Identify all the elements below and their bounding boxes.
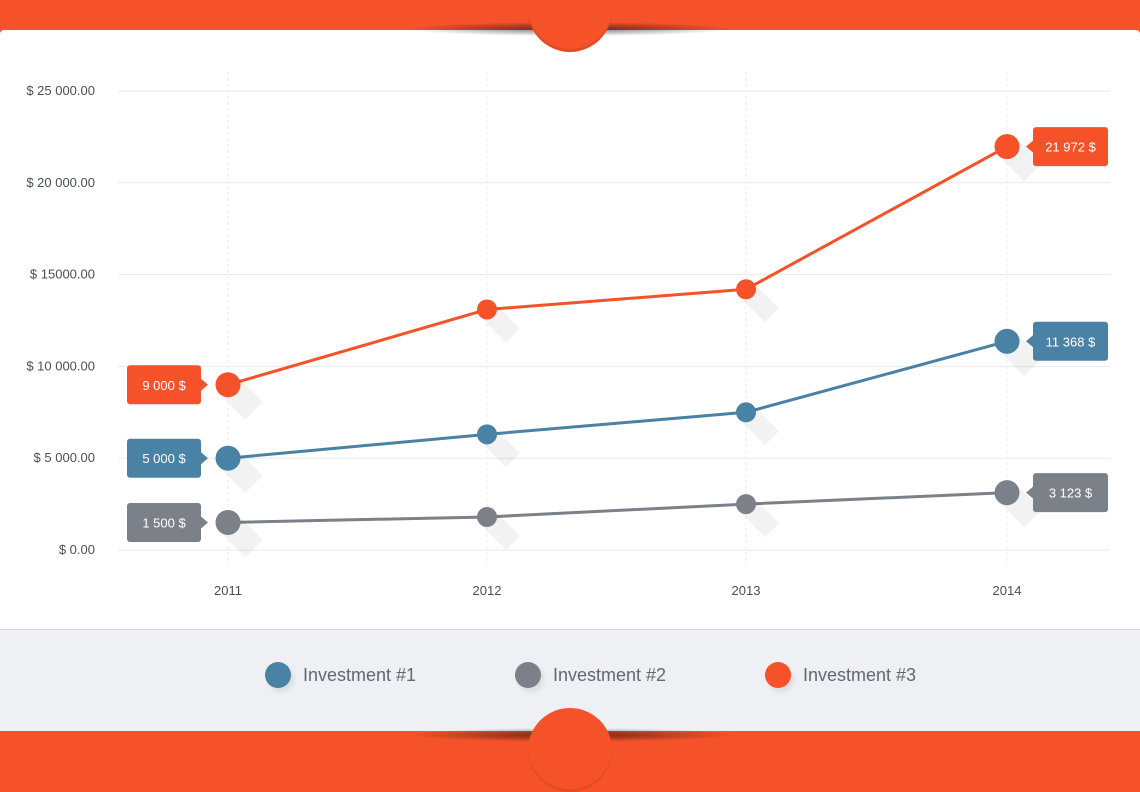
x-tick-label: 2014 xyxy=(993,583,1022,598)
start-value-label: 5 000 $ xyxy=(142,451,186,466)
legend-label: Investment #1 xyxy=(303,664,417,685)
start-value-label: 9 000 $ xyxy=(142,378,186,393)
start-badge-pointer xyxy=(201,516,208,529)
data-point-investment-1 xyxy=(477,424,497,445)
end-value-label: 3 123 $ xyxy=(1049,486,1093,501)
y-tick-label: $ 10 000.00 xyxy=(26,358,95,373)
legend-item-investment-3[interactable]: Investment #3 xyxy=(765,661,916,689)
series-line-investment-2 xyxy=(227,491,1008,524)
x-tick-label: 2011 xyxy=(214,583,242,598)
data-point-investment-3 xyxy=(215,372,241,398)
end-value-label: 21 972 $ xyxy=(1045,140,1096,155)
start-value-badge-investment-3 xyxy=(127,365,201,405)
end-badge-pointer xyxy=(1026,140,1033,153)
data-point-investment-1 xyxy=(736,402,756,423)
start-value-badge-investment-1 xyxy=(127,438,201,478)
y-tick-label: $ 0.00 xyxy=(59,542,95,557)
series-line-investment-3 xyxy=(227,145,1008,387)
y-tick-label: $ 5 000.00 xyxy=(34,450,95,465)
end-value-label: 11 368 $ xyxy=(1046,334,1096,349)
x-tick-label: 2012 xyxy=(473,583,502,598)
grid: $ 0.00 $ 5 000.00 $ 10 000.00 $ 15000.00 $ 2… xyxy=(26,72,1110,598)
data-point-investment-2 xyxy=(736,494,756,515)
end-badge-pointer xyxy=(1026,486,1033,499)
legend-item-investment-1[interactable]: Investment #1 xyxy=(265,661,416,689)
legend-dot-investment-1 xyxy=(265,662,291,688)
series-line-investment-1 xyxy=(227,339,1008,460)
data-point-investment-1 xyxy=(215,445,241,471)
start-badge-pointer xyxy=(201,452,208,465)
start-value-badge-investment-2 xyxy=(127,502,201,542)
data-point-investment-2 xyxy=(215,509,241,535)
data-point-investment-2 xyxy=(994,480,1020,506)
data-point-investment-3 xyxy=(477,299,497,320)
legend-item-investment-2[interactable]: Investment #2 xyxy=(515,661,666,689)
end-value-badge-investment-3 xyxy=(1033,127,1108,167)
start-value-label: 1 500 $ xyxy=(142,515,186,530)
y-tick-label: $ 25 000.00 xyxy=(26,83,95,98)
line-chart: $ 0.00 $ 5 000.00 $ 10 000.00 $ 15000.00 $ 2… xyxy=(26,72,1110,598)
data-point-investment-3 xyxy=(736,279,756,300)
data-point-investment-3 xyxy=(994,134,1020,160)
legend-dot-investment-3 xyxy=(765,662,791,688)
x-tick-label: 2013 xyxy=(732,583,761,598)
start-badge-pointer xyxy=(201,378,208,391)
end-value-badge-investment-2 xyxy=(1033,473,1108,513)
legend-label: Investment #3 xyxy=(803,664,917,685)
y-tick-label: $ 20 000.00 xyxy=(26,175,95,190)
labels: 5 000 $ 11 368 $ 1 500 $ 3 123 $ 9 000 $ 21 9… xyxy=(127,127,1108,542)
y-tick-label: $ 15000.00 xyxy=(30,267,95,282)
data-point-investment-1 xyxy=(994,328,1020,354)
data-point-investment-2 xyxy=(477,506,497,527)
end-badge-pointer xyxy=(1026,335,1033,348)
legend-dot-investment-2 xyxy=(515,662,541,688)
series xyxy=(215,134,1042,558)
legend-label: Investment #2 xyxy=(553,664,667,685)
end-value-badge-investment-1 xyxy=(1033,321,1108,361)
